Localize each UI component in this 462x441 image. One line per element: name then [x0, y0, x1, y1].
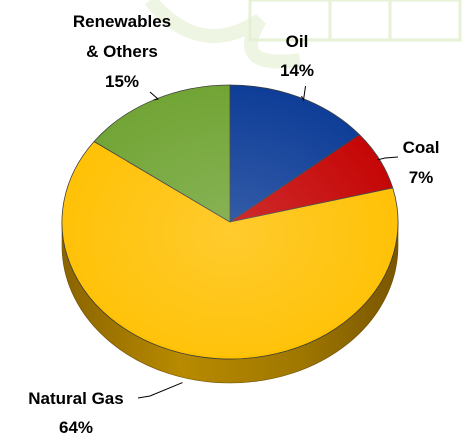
leader-line-natural-gas [137, 382, 183, 399]
pie-highlight [62, 84, 398, 356]
label-renewables-line1: Renewables [73, 12, 171, 31]
leader-lines [137, 85, 399, 399]
label-oil-value: 14% [280, 61, 314, 80]
leader-line-renewables [149, 91, 160, 101]
label-coal-name: Coal [403, 138, 440, 157]
leader-line-coal [377, 156, 399, 161]
label-renewables-line2: & Others [86, 42, 158, 61]
label-oil-name: Oil [286, 32, 309, 51]
label-natural-gas-name: Natural Gas [28, 389, 123, 408]
label-renewables-value: 15% [105, 72, 139, 91]
label-natural-gas-value: 64% [59, 418, 93, 437]
label-coal-value: 7% [409, 168, 434, 187]
leader-line-oil [301, 85, 307, 102]
